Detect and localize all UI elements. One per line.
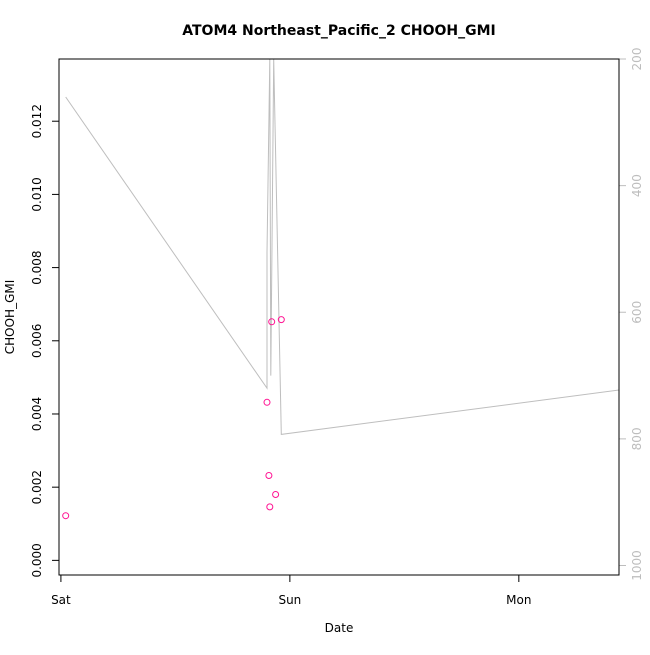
y2-tick-label: 800 [630,427,644,450]
y-tick-label: 0.004 [30,397,44,431]
y-axis: 0.000 0.002 0.004 0.006 0.008 0.010 0.012 [30,104,60,578]
y-axis-label: CHOOH_GMI [3,280,17,355]
x-tick-label: Mon [506,593,531,607]
series-line [65,59,619,435]
series-points-layer [62,316,285,520]
y2-tick-label: 1000 [630,550,644,581]
y2-tick-label: 200 [630,48,644,71]
y2-tick-label: 400 [630,174,644,197]
y-tick-label: 0.002 [30,470,44,504]
data-point [266,503,274,511]
x-tick-label: Sat [51,593,71,607]
data-point [272,491,280,498]
y-tick-label: 0.000 [30,543,44,577]
y-tick-label: 0.010 [30,177,44,211]
data-point [263,398,271,406]
y2-tick-label: 600 [630,301,644,324]
y-tick-label: 0.006 [30,324,44,358]
data-point [277,316,285,324]
y-tick-label: 0.008 [30,250,44,284]
x-tick-label: Sun [278,593,301,607]
data-point [268,318,276,326]
series-lines-layer [65,59,619,435]
x-axis-label: Date [325,621,354,635]
y-tick-label: 0.012 [30,104,44,138]
data-point [62,512,70,520]
plot-frame [58,58,620,576]
data-point [265,472,273,479]
chart-title: ATOM4 Northeast_Pacific_2 CHOOH_GMI [182,23,495,39]
